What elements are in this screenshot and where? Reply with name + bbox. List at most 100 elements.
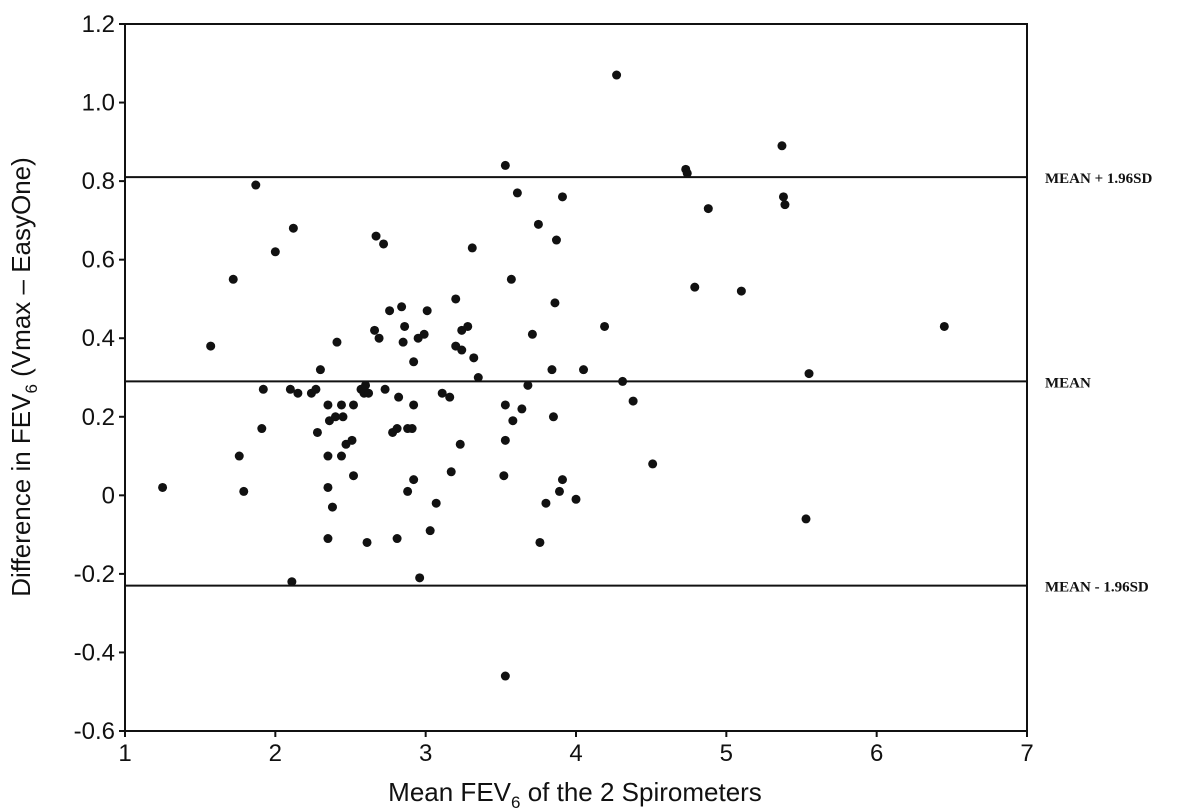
data-point [392,534,402,544]
reference-line-label: MEAN [1045,375,1091,391]
data-point [523,380,533,390]
data-point [347,435,357,445]
data-point [323,482,333,492]
data-point [571,494,581,504]
data-point [467,243,477,253]
data-point [251,180,261,190]
y-tick-label: 0.2 [82,404,115,431]
data-point [451,294,461,304]
data-point [554,486,564,496]
data-point [332,337,342,347]
data-point [682,168,692,178]
data-point [736,286,746,296]
data-point [336,400,346,410]
y-axis: 1.2 1.0 0.8 0.6 0.4 0.2 0 -0.2 -0.4 -0.6 [74,11,125,745]
data-point [535,537,545,547]
data-point [379,239,389,249]
x-tick-label: 3 [419,740,432,767]
data-point [500,671,510,681]
x-tick-label: 7 [1020,740,1033,767]
data-points [158,70,949,681]
data-point [419,329,429,339]
data-point [455,439,465,449]
data-point [323,400,333,410]
data-point [557,192,567,202]
data-point [506,274,516,284]
y-tick-label: 0.4 [82,325,115,352]
data-point [939,321,949,331]
data-point [362,537,372,547]
data-point [469,353,479,363]
data-point [618,376,628,386]
y-tick-label: 1.2 [82,11,115,38]
data-point [648,459,658,469]
data-point [258,384,268,394]
data-point [158,482,168,492]
data-point [311,384,321,394]
data-point [323,451,333,461]
data-point [323,534,333,544]
data-point [315,365,325,375]
reference-line-label: MEAN + 1.96SD [1045,171,1152,187]
data-point [579,365,589,375]
data-point [517,404,527,414]
data-point [380,384,390,394]
y-tick-label: 0.6 [82,247,115,274]
data-point [437,388,447,398]
data-point [415,573,425,583]
data-point [628,396,638,406]
data-point [801,514,811,524]
data-point [374,333,384,343]
x-tick-label: 6 [870,740,883,767]
data-point [690,282,700,292]
data-point [407,424,417,434]
data-point [551,235,561,245]
data-point [400,321,410,331]
y-tick-label: 1.0 [82,90,115,117]
y-tick-label: -0.6 [74,718,115,745]
data-point [338,412,348,422]
reference-lines: MEAN + 1.96SD MEAN MEAN - 1.96SD [125,171,1152,596]
data-point [330,412,340,422]
data-point [541,498,551,508]
data-point [327,502,337,512]
data-point [778,192,788,202]
data-point [512,188,522,198]
data-point [293,388,303,398]
x-tick-label: 5 [720,740,733,767]
data-point [612,70,622,80]
data-point [499,471,509,481]
data-point [780,200,790,210]
y-tick-label: -0.4 [74,639,115,666]
data-point [777,141,787,151]
data-point [446,467,456,477]
y-axis-title: Difference in FEV6 (Vmax – EasyOne) [6,157,41,597]
plot-area [124,23,1028,732]
data-point [547,365,557,375]
data-point [557,475,567,485]
data-point [500,400,510,410]
data-point [703,204,713,214]
data-point [392,424,402,434]
data-point [234,451,244,461]
data-point [500,160,510,170]
data-point [257,424,267,434]
data-point [403,486,413,496]
data-point [527,329,537,339]
data-point [287,577,297,587]
data-point [239,486,249,496]
data-point [409,475,419,485]
data-point [445,392,455,402]
data-point [473,373,483,382]
data-point [508,416,518,426]
data-point [228,274,238,284]
data-point [409,400,419,410]
data-point [285,384,295,394]
data-point [425,526,435,536]
data-point [533,219,543,229]
data-point [463,321,473,331]
data-point [548,412,558,422]
data-point [371,231,381,241]
data-point [288,223,298,233]
